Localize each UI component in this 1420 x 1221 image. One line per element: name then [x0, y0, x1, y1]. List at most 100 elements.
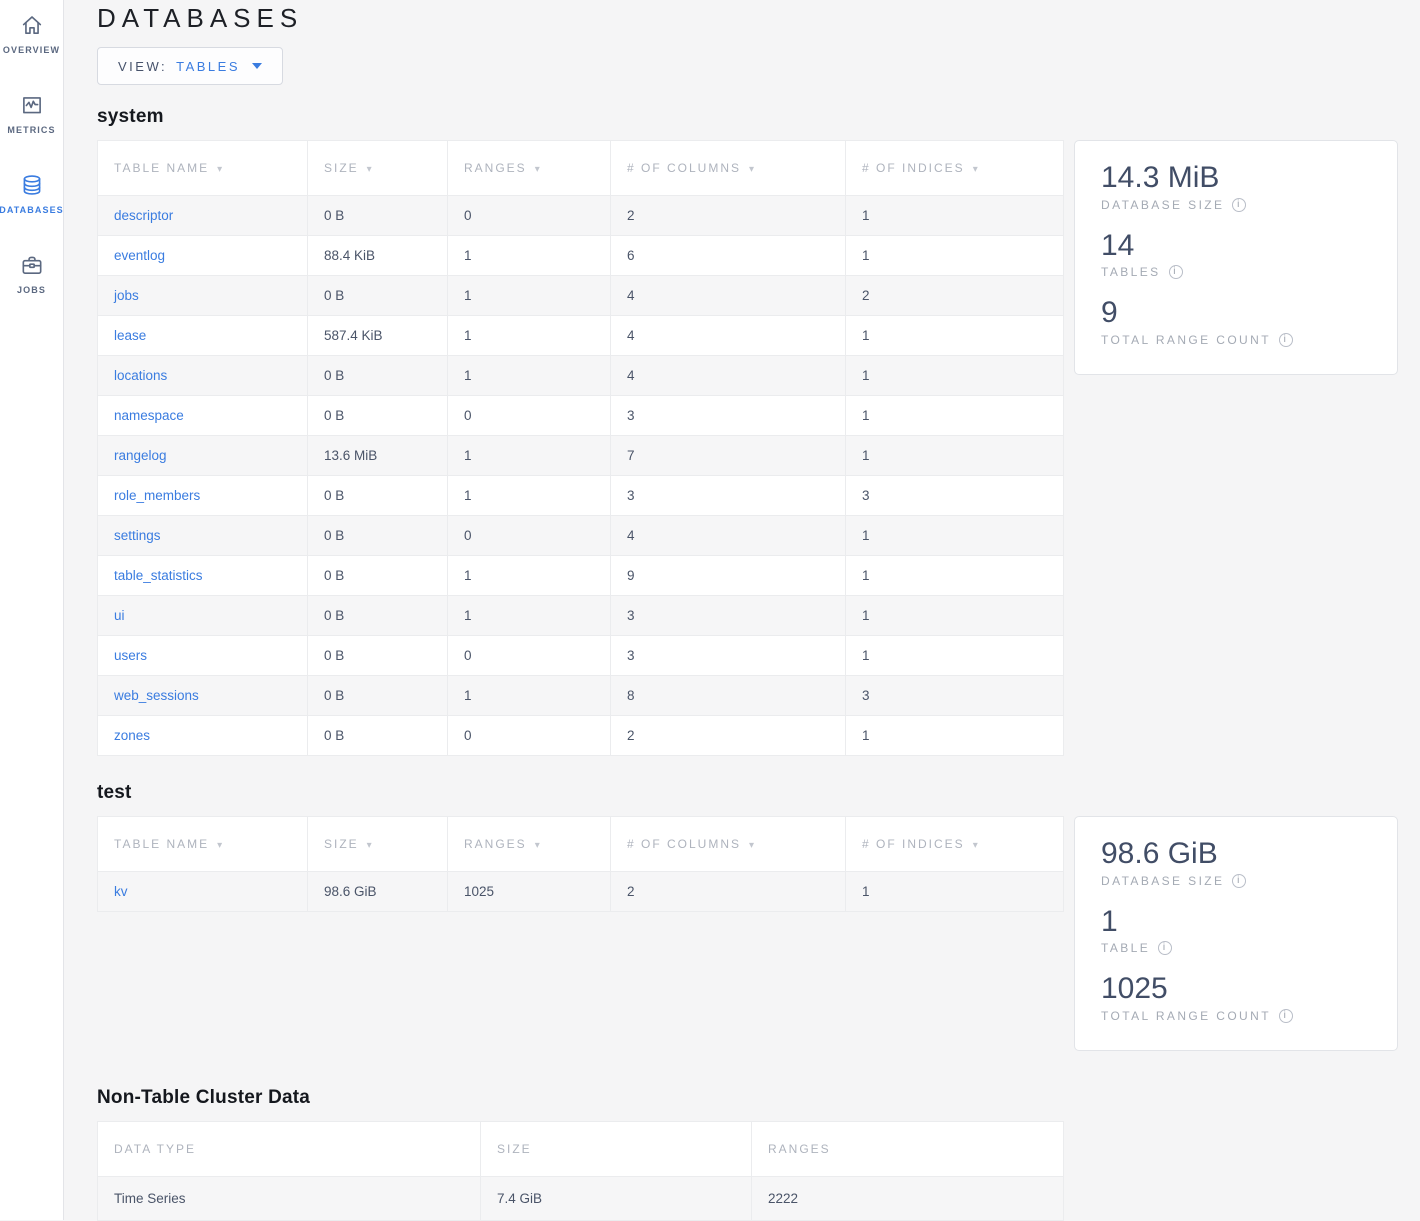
non-table-cluster-data-section: Non-Table Cluster Data DATA TYPE SIZE RA… [97, 1087, 1420, 1221]
info-icon[interactable] [1232, 873, 1247, 888]
table-name-link[interactable]: jobs [114, 288, 139, 303]
home-icon [22, 16, 41, 35]
stat-label: TABLE [1101, 941, 1151, 955]
table-cell: 9 [610, 555, 846, 596]
table-cell: 0 [447, 635, 611, 676]
table-cell: locations [97, 355, 308, 396]
table-cell: 0 B [307, 635, 448, 676]
table-cell: 0 B [307, 275, 448, 316]
sidebar-item-metrics[interactable]: METRICS [0, 88, 63, 168]
stat-label: DATABASE SIZE [1101, 197, 1225, 212]
table-cell: kv [97, 871, 308, 912]
metrics-chart-icon [22, 97, 41, 114]
column-header-size[interactable]: SIZE [307, 140, 448, 196]
table-cell: descriptor [97, 195, 308, 236]
column-header-ranges[interactable]: RANGES [447, 816, 611, 872]
stat-label: TOTAL RANGE COUNT [1101, 1008, 1271, 1023]
column-header-size: SIZE [480, 1121, 752, 1177]
table-name-link[interactable]: zones [114, 728, 151, 743]
table-cell: 3 [610, 595, 846, 636]
column-header-num-indices[interactable]: # OF INDICES [845, 816, 1064, 872]
table-cell: 1 [447, 355, 611, 396]
info-icon[interactable] [1168, 265, 1183, 279]
table-cell: 0 B [307, 355, 448, 396]
table-cell: 1 [845, 435, 1064, 476]
table-cell: 1 [447, 675, 611, 716]
database-name-heading: test [97, 782, 132, 803]
table-cell: jobs [97, 275, 308, 316]
column-header-ranges[interactable]: RANGES [447, 140, 611, 196]
database-name-heading: system [97, 106, 164, 127]
stat-value: 14 [1101, 228, 1135, 262]
table-cell: rangelog [97, 435, 308, 476]
table-cell: 1 [845, 595, 1064, 636]
table-name-link[interactable]: kv [114, 884, 128, 899]
sort-arrow-icon [359, 837, 374, 851]
sidebar-item-overview[interactable]: OVERVIEW [0, 8, 63, 88]
column-header-size[interactable]: SIZE [307, 816, 448, 872]
table-name-link[interactable]: lease [114, 328, 147, 343]
stat-label: DATABASE SIZE [1101, 873, 1225, 888]
table-row: eventlog 88.4 KiB 1 6 1 [97, 235, 1064, 276]
table-name-link[interactable]: rangelog [114, 448, 167, 463]
column-header-table-name[interactable]: TABLE NAME [97, 816, 308, 872]
table-row: kv 98.6 GiB 1025 2 1 [97, 871, 1064, 912]
database-section-system: system TABLE NAME SIZE RANGES # OF COLUM… [97, 106, 1420, 756]
info-icon[interactable] [1278, 1008, 1293, 1023]
column-header-table-name[interactable]: TABLE NAME [97, 140, 308, 196]
table-cell: 1025 [447, 871, 611, 912]
column-header-num-columns[interactable]: # OF COLUMNS [610, 140, 846, 196]
table-name-link[interactable]: table_statistics [114, 568, 203, 583]
table-cell: 3 [610, 395, 846, 436]
page-title: DATABASES [97, 3, 304, 33]
stat-label: TABLES [1101, 265, 1161, 279]
table-name-link[interactable]: settings [114, 528, 161, 543]
info-icon[interactable] [1158, 941, 1173, 955]
sort-arrow-icon [527, 837, 542, 851]
table-cell: 1 [845, 635, 1064, 676]
database-icon [23, 175, 40, 195]
table-cell: 0 B [307, 515, 448, 556]
table-cell: 1 [845, 555, 1064, 596]
table-cell: 0 [447, 195, 611, 236]
table-cell: 98.6 GiB [307, 871, 448, 912]
view-dropdown-label: VIEW: [118, 58, 168, 74]
sidebar-item-label: OVERVIEW [2, 45, 61, 55]
table-cell: 2222 [751, 1176, 1064, 1221]
table-row: Time Series 7.4 GiB 2222 [97, 1176, 1064, 1221]
table-name-link[interactable]: role_members [114, 488, 201, 503]
info-icon[interactable] [1278, 332, 1293, 347]
table-name-link[interactable]: namespace [114, 408, 184, 423]
info-icon[interactable] [1232, 197, 1247, 212]
table-cell: 1 [447, 435, 611, 476]
table-cell: Time Series [97, 1176, 481, 1221]
table-cell: 2 [610, 871, 846, 912]
table-name-link[interactable]: eventlog [114, 248, 166, 263]
main-content: DATABASES VIEW: TABLES system TABLE NAME… [64, 0, 1420, 1221]
sidebar-item-databases[interactable]: DATABASES [0, 168, 63, 248]
table-cell: users [97, 635, 308, 676]
stat-value: 9 [1101, 296, 1118, 329]
stat-label: TOTAL RANGE COUNT [1101, 332, 1271, 347]
column-header-num-indices[interactable]: # OF INDICES [845, 140, 1064, 196]
table-name-link[interactable]: locations [114, 368, 168, 383]
table-cell: zones [97, 715, 308, 756]
sort-arrow-icon [209, 161, 224, 175]
table-name-link[interactable]: web_sessions [114, 688, 199, 703]
table-name-link[interactable]: ui [114, 608, 125, 623]
table-row: lease 587.4 KiB 1 4 1 [97, 315, 1064, 356]
table-name-link[interactable]: users [114, 648, 148, 663]
table-cell: 8 [610, 675, 846, 716]
table-cell: 1 [845, 235, 1064, 276]
sidebar-item-jobs[interactable]: JOBS [0, 248, 63, 328]
table-name-link[interactable]: descriptor [114, 208, 174, 223]
view-dropdown[interactable]: VIEW: TABLES [97, 47, 283, 85]
column-header-num-columns[interactable]: # OF COLUMNS [610, 816, 846, 872]
